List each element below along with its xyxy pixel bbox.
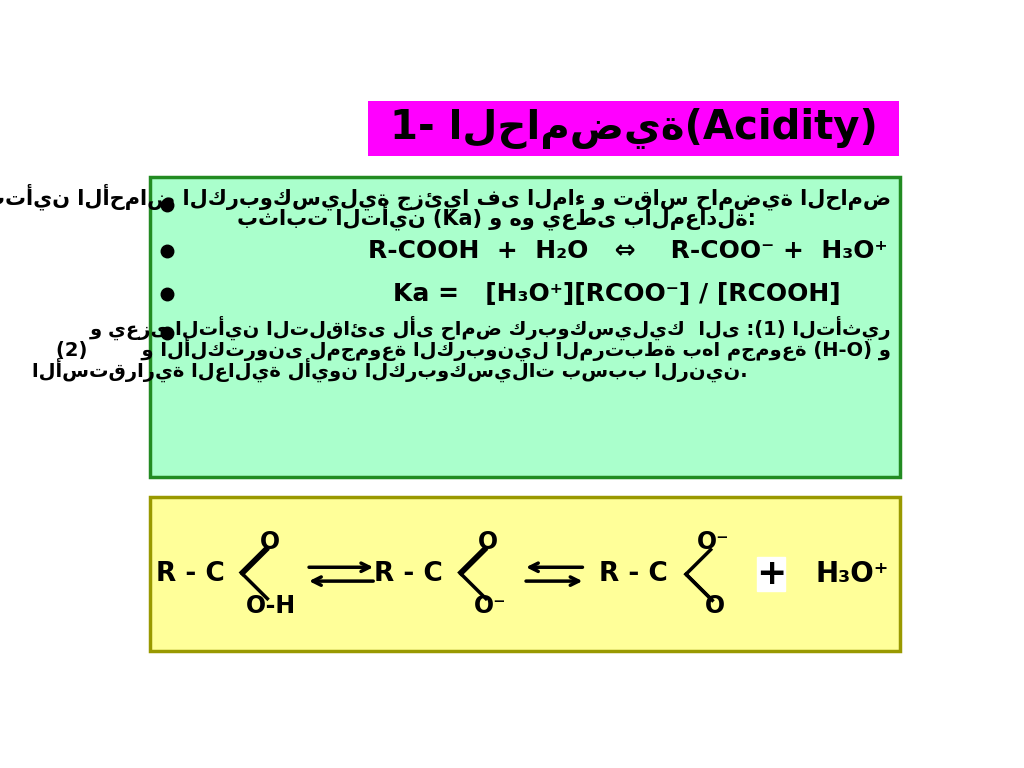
Text: تتأين الأحماض الكربوكسيلية جزئيا فى الماء و تقاس حامضية الحامض: تتأين الأحماض الكربوكسيلية جزئيا فى الما… — [0, 184, 891, 210]
Text: O⁻: O⁻ — [473, 594, 506, 618]
Text: O: O — [260, 530, 280, 554]
Text: (2)        و الألكترونى لمجموعة الكربونيل المرتبطة بها مجموعة (H-O) و: (2) و الألكترونى لمجموعة الكربونيل المرت… — [56, 336, 891, 361]
Text: 1- الحامضية(Acidity): 1- الحامضية(Acidity) — [390, 108, 878, 149]
Text: O: O — [705, 594, 725, 618]
FancyBboxPatch shape — [150, 177, 900, 477]
Text: Ka =   [H₃O⁺][RCOO⁻] / [RCOOH]: Ka = [H₃O⁺][RCOO⁻] / [RCOOH] — [393, 282, 841, 306]
Text: الأستقرارية العالية لأيون الكربوكسيلات بسبب الرنين.: الأستقرارية العالية لأيون الكربوكسيلات ب… — [33, 357, 748, 382]
Text: O: O — [478, 530, 499, 554]
Text: R - C: R - C — [374, 561, 443, 588]
Text: R - C: R - C — [156, 561, 224, 588]
FancyBboxPatch shape — [369, 101, 899, 156]
Text: R - C: R - C — [599, 561, 668, 588]
Text: H₃O⁺: H₃O⁺ — [816, 560, 889, 588]
Text: و يعزى التأين التلقائى لأى حامض كربوكسيليك  الى :(1) التأثير: و يعزى التأين التلقائى لأى حامض كربوكسيل… — [90, 316, 891, 340]
Text: بثابت التأين (Ka) و هو يعطى بالمعادلة:: بثابت التأين (Ka) و هو يعطى بالمعادلة: — [237, 204, 756, 230]
Text: O⁻: O⁻ — [696, 530, 729, 554]
Text: +: + — [756, 557, 786, 591]
Text: O-H: O-H — [246, 594, 296, 618]
Text: R-COOH  +  H₂O   ⇔    R-COO⁻ +  H₃O⁺: R-COOH + H₂O ⇔ R-COO⁻ + H₃O⁺ — [368, 239, 888, 263]
FancyBboxPatch shape — [150, 497, 900, 651]
FancyBboxPatch shape — [758, 558, 785, 591]
